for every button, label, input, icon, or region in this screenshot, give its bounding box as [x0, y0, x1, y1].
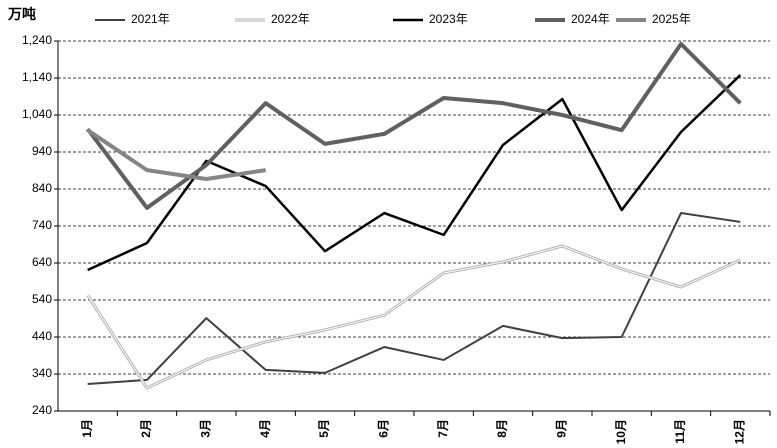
legend-label: 2022年 — [271, 12, 310, 26]
y-tick-label: 740 — [32, 218, 52, 232]
y-tick-label: 1,040 — [22, 107, 52, 121]
x-tick-label: 12月 — [733, 419, 747, 444]
legend-label: 2025年 — [652, 12, 691, 26]
y-tick-label: 440 — [32, 329, 52, 343]
series-line — [87, 74, 742, 272]
legend-label: 2021年 — [131, 12, 170, 26]
x-tick-label: 7月 — [436, 419, 450, 438]
x-tick-label: 10月 — [614, 419, 628, 444]
series-line — [87, 212, 741, 385]
x-tick-label: 1月 — [80, 419, 94, 438]
legend-label: 2024年 — [571, 12, 610, 26]
series-line — [86, 244, 741, 390]
x-tick-label: 9月 — [555, 419, 569, 438]
y-tick-label: 340 — [32, 366, 52, 380]
y-tick-label: 840 — [32, 181, 52, 195]
y-tick-label: 540 — [32, 292, 52, 306]
x-tick-label: 4月 — [258, 419, 272, 438]
x-tick-label: 8月 — [495, 419, 509, 438]
series-line — [86, 128, 266, 182]
series-line — [86, 41, 742, 210]
y-tick-label: 940 — [32, 144, 52, 158]
y-tick-label: 1,140 — [22, 70, 52, 84]
y-tick-label: 1,240 — [22, 33, 52, 47]
x-tick-label: 5月 — [317, 419, 331, 438]
y-tick-label: 240 — [32, 403, 52, 417]
series-line-inner — [87, 245, 741, 389]
x-tick-label: 11月 — [673, 419, 687, 444]
x-tick-label: 2月 — [139, 419, 153, 438]
y-axis-label: 万吨 — [7, 6, 36, 23]
x-tick-label: 6月 — [377, 419, 391, 438]
y-tick-label: 640 — [32, 255, 52, 269]
legend-label: 2023年 — [429, 12, 468, 26]
x-tick-label: 3月 — [199, 419, 213, 438]
